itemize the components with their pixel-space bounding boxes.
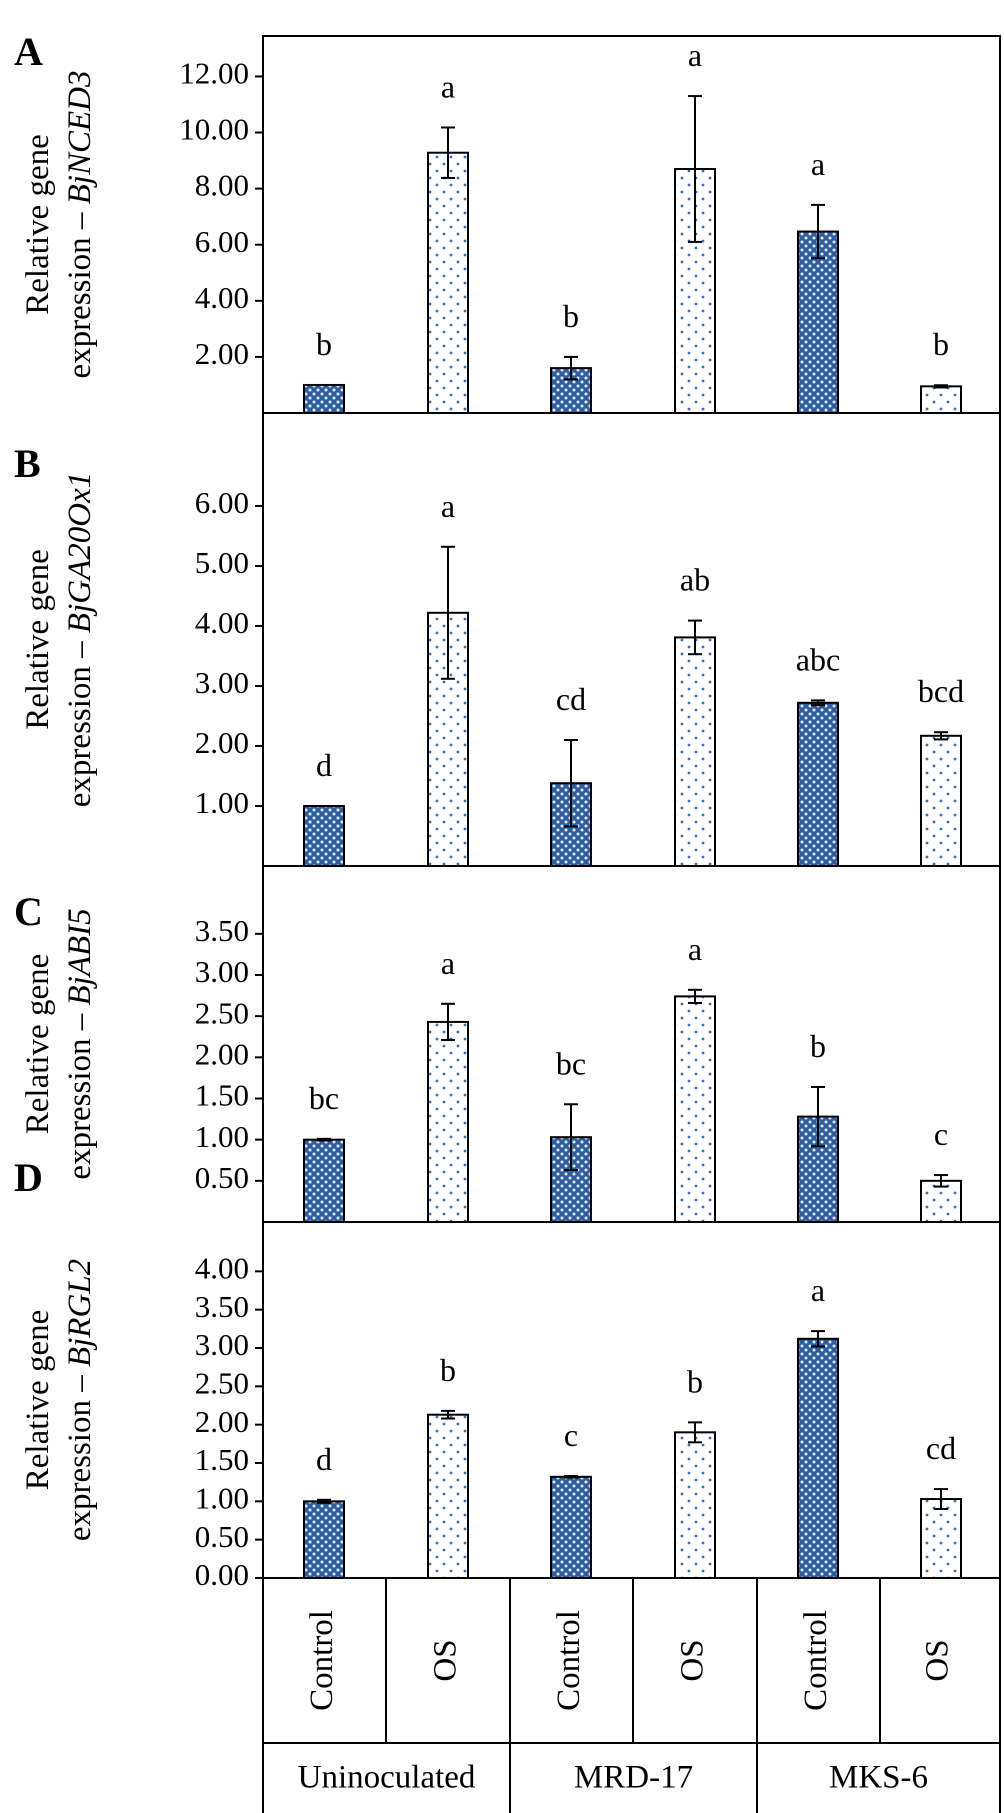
y-tick-label: 6.00 xyxy=(195,224,249,259)
significance-letter: a xyxy=(688,37,702,73)
panel-c: C 0.50 1.00 1.50 2.00 2.50 3.00 3.50 Relative ge… xyxy=(14,865,1001,1224)
significance-letter: b xyxy=(810,1028,826,1064)
category-label: Control xyxy=(304,1610,340,1711)
group-label: Uninoculated xyxy=(298,1760,476,1796)
y-tick-label: 3.00 xyxy=(195,1327,249,1362)
bar-os-4 xyxy=(674,995,716,1223)
y-tick-label: 3.00 xyxy=(195,665,249,700)
significance-letter: bc xyxy=(309,1080,339,1116)
panel-frame xyxy=(262,35,1001,414)
bar-control-1 xyxy=(303,805,345,867)
y-tick-label: 1.50 xyxy=(195,1442,249,1477)
significance-letter: c xyxy=(564,1417,578,1453)
significance-letter: a xyxy=(441,68,455,104)
panel-frame xyxy=(262,1221,1001,1579)
y-tick-label: 1.00 xyxy=(195,1119,249,1154)
y-tick-label: 2.50 xyxy=(195,1365,249,1400)
panel-b: B 1.00 2.00 3.00 4.00 5.00 6.00 Relative gene ex… xyxy=(14,412,1001,868)
bar-os-4 xyxy=(674,636,716,868)
significance-letter: b xyxy=(933,326,949,362)
category-label: OS xyxy=(920,1639,956,1681)
y-tick-label: 12.00 xyxy=(179,56,249,91)
bar-os-6 xyxy=(920,385,962,414)
panel-d: D0.000.501.001.502.002.503.003.504.00Rel… xyxy=(14,1155,1001,1592)
significance-letter: b xyxy=(316,326,332,362)
significance-letter: cd xyxy=(556,681,586,717)
bar-control-5 xyxy=(797,701,839,867)
y-axis-label: Relative gene expression – BjRGL2 xyxy=(20,1259,98,1541)
group-label: MRD-17 xyxy=(574,1760,693,1796)
y-tick-label: 1.00 xyxy=(195,785,249,820)
significance-letter: b xyxy=(440,1352,456,1388)
significance-letter: bc xyxy=(556,1045,586,1081)
y-tick-label: 1.50 xyxy=(195,1078,249,1113)
category-label: Control xyxy=(551,1610,587,1711)
y-tick-label: 3.50 xyxy=(195,913,249,948)
significance-letter: b xyxy=(687,1363,703,1399)
y-tick-label: 2.50 xyxy=(195,995,249,1030)
y-tick-label: 2.00 xyxy=(195,1036,249,1071)
y-tick-label: 4.00 xyxy=(195,280,249,315)
significance-letter: a xyxy=(688,931,702,967)
significance-letter: a xyxy=(811,1272,825,1308)
y-tick-label: 8.00 xyxy=(195,168,249,203)
bar-os-4 xyxy=(674,1431,716,1580)
significance-letter: ab xyxy=(680,562,710,598)
y-tick-label: 2.00 xyxy=(195,1404,249,1439)
panel-frame xyxy=(262,412,1001,867)
panel-letter: A xyxy=(14,29,43,74)
y-tick-label: 0.50 xyxy=(195,1519,249,1554)
y-tick-label: 2.00 xyxy=(195,336,249,371)
y-tick-label: 5.00 xyxy=(195,545,249,580)
significance-letter: cd xyxy=(926,1430,956,1466)
significance-letter: a xyxy=(811,146,825,182)
y-tick-label: 1.00 xyxy=(195,1480,249,1515)
panel-letter: C xyxy=(14,889,43,934)
significance-letter: d xyxy=(316,1441,332,1477)
y-tick-label: 3.00 xyxy=(195,954,249,989)
bar-control-1 xyxy=(303,1500,345,1580)
bar-os-6 xyxy=(920,734,962,867)
bar-os-2 xyxy=(427,151,469,414)
category-label: OS xyxy=(675,1639,711,1681)
bar-os-2 xyxy=(427,1020,469,1224)
y-tick-label: 4.00 xyxy=(195,1250,249,1285)
category-axis-table: Control OS Control OS Control OS Uninoculated M… xyxy=(262,1578,1001,1813)
y-tick-label: 10.00 xyxy=(179,112,249,147)
significance-letter: c xyxy=(934,1116,948,1152)
bar-control-5 xyxy=(797,1337,839,1580)
group-label: MKS-6 xyxy=(829,1760,928,1796)
panel-frame xyxy=(262,865,1001,1223)
bar-control-3 xyxy=(550,1475,592,1580)
panel-a: A 2.00 4.00 6.00 8.00 10.00 12.00 Relative gene… xyxy=(14,29,1001,414)
bar-control-1 xyxy=(303,383,345,414)
bar-control-5 xyxy=(797,230,839,414)
y-tick-label: 4.00 xyxy=(195,605,249,640)
category-label: OS xyxy=(428,1639,464,1681)
bar-os-6 xyxy=(920,1498,962,1579)
bar-control-1 xyxy=(303,1138,345,1224)
significance-letter: d xyxy=(316,747,332,783)
significance-letter: bcd xyxy=(918,673,964,709)
y-axis-label: Relative gene expression – BjABI5 xyxy=(20,908,98,1179)
significance-letter: abc xyxy=(796,641,840,677)
significance-letter: a xyxy=(441,945,455,981)
significance-letter: b xyxy=(563,298,579,334)
category-label: Control xyxy=(798,1610,834,1711)
y-tick-label: 2.00 xyxy=(195,725,249,760)
bar-os-2 xyxy=(427,1413,469,1579)
y-tick-label: 0.00 xyxy=(195,1557,249,1592)
panel-letter: B xyxy=(14,441,41,486)
y-tick-label: 0.50 xyxy=(195,1160,249,1195)
y-axis-label: Relative gene expression – BjNCED3 xyxy=(20,71,98,379)
y-axis-label: Relative gene expression – BjGA20Ox1 xyxy=(20,472,98,807)
significance-letter: a xyxy=(441,488,455,524)
panel-letter: D xyxy=(14,1155,43,1200)
y-tick-label: 6.00 xyxy=(195,485,249,520)
y-tick-label: 3.50 xyxy=(195,1289,249,1324)
